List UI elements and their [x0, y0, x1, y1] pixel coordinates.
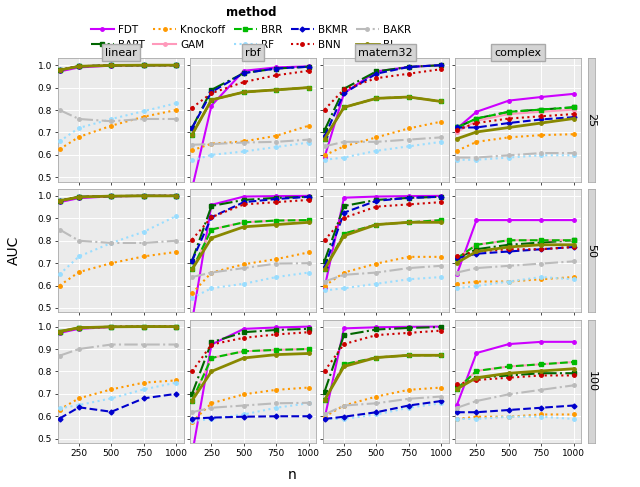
Text: 100: 100: [586, 371, 596, 392]
Text: n: n: [288, 468, 297, 482]
Text: 25: 25: [586, 113, 596, 127]
Legend: FDT, BART, Knockoff, GAM, BRR, RF, BKMR, BNN, BAKR, BL: FDT, BART, Knockoff, GAM, BRR, RF, BKMR,…: [87, 2, 415, 54]
Title: matern32: matern32: [358, 48, 413, 57]
Text: AUC: AUC: [7, 236, 21, 265]
Title: rbf: rbf: [246, 48, 261, 57]
Text: 50: 50: [586, 244, 596, 258]
Title: linear: linear: [105, 48, 137, 57]
Title: complex: complex: [495, 48, 542, 57]
